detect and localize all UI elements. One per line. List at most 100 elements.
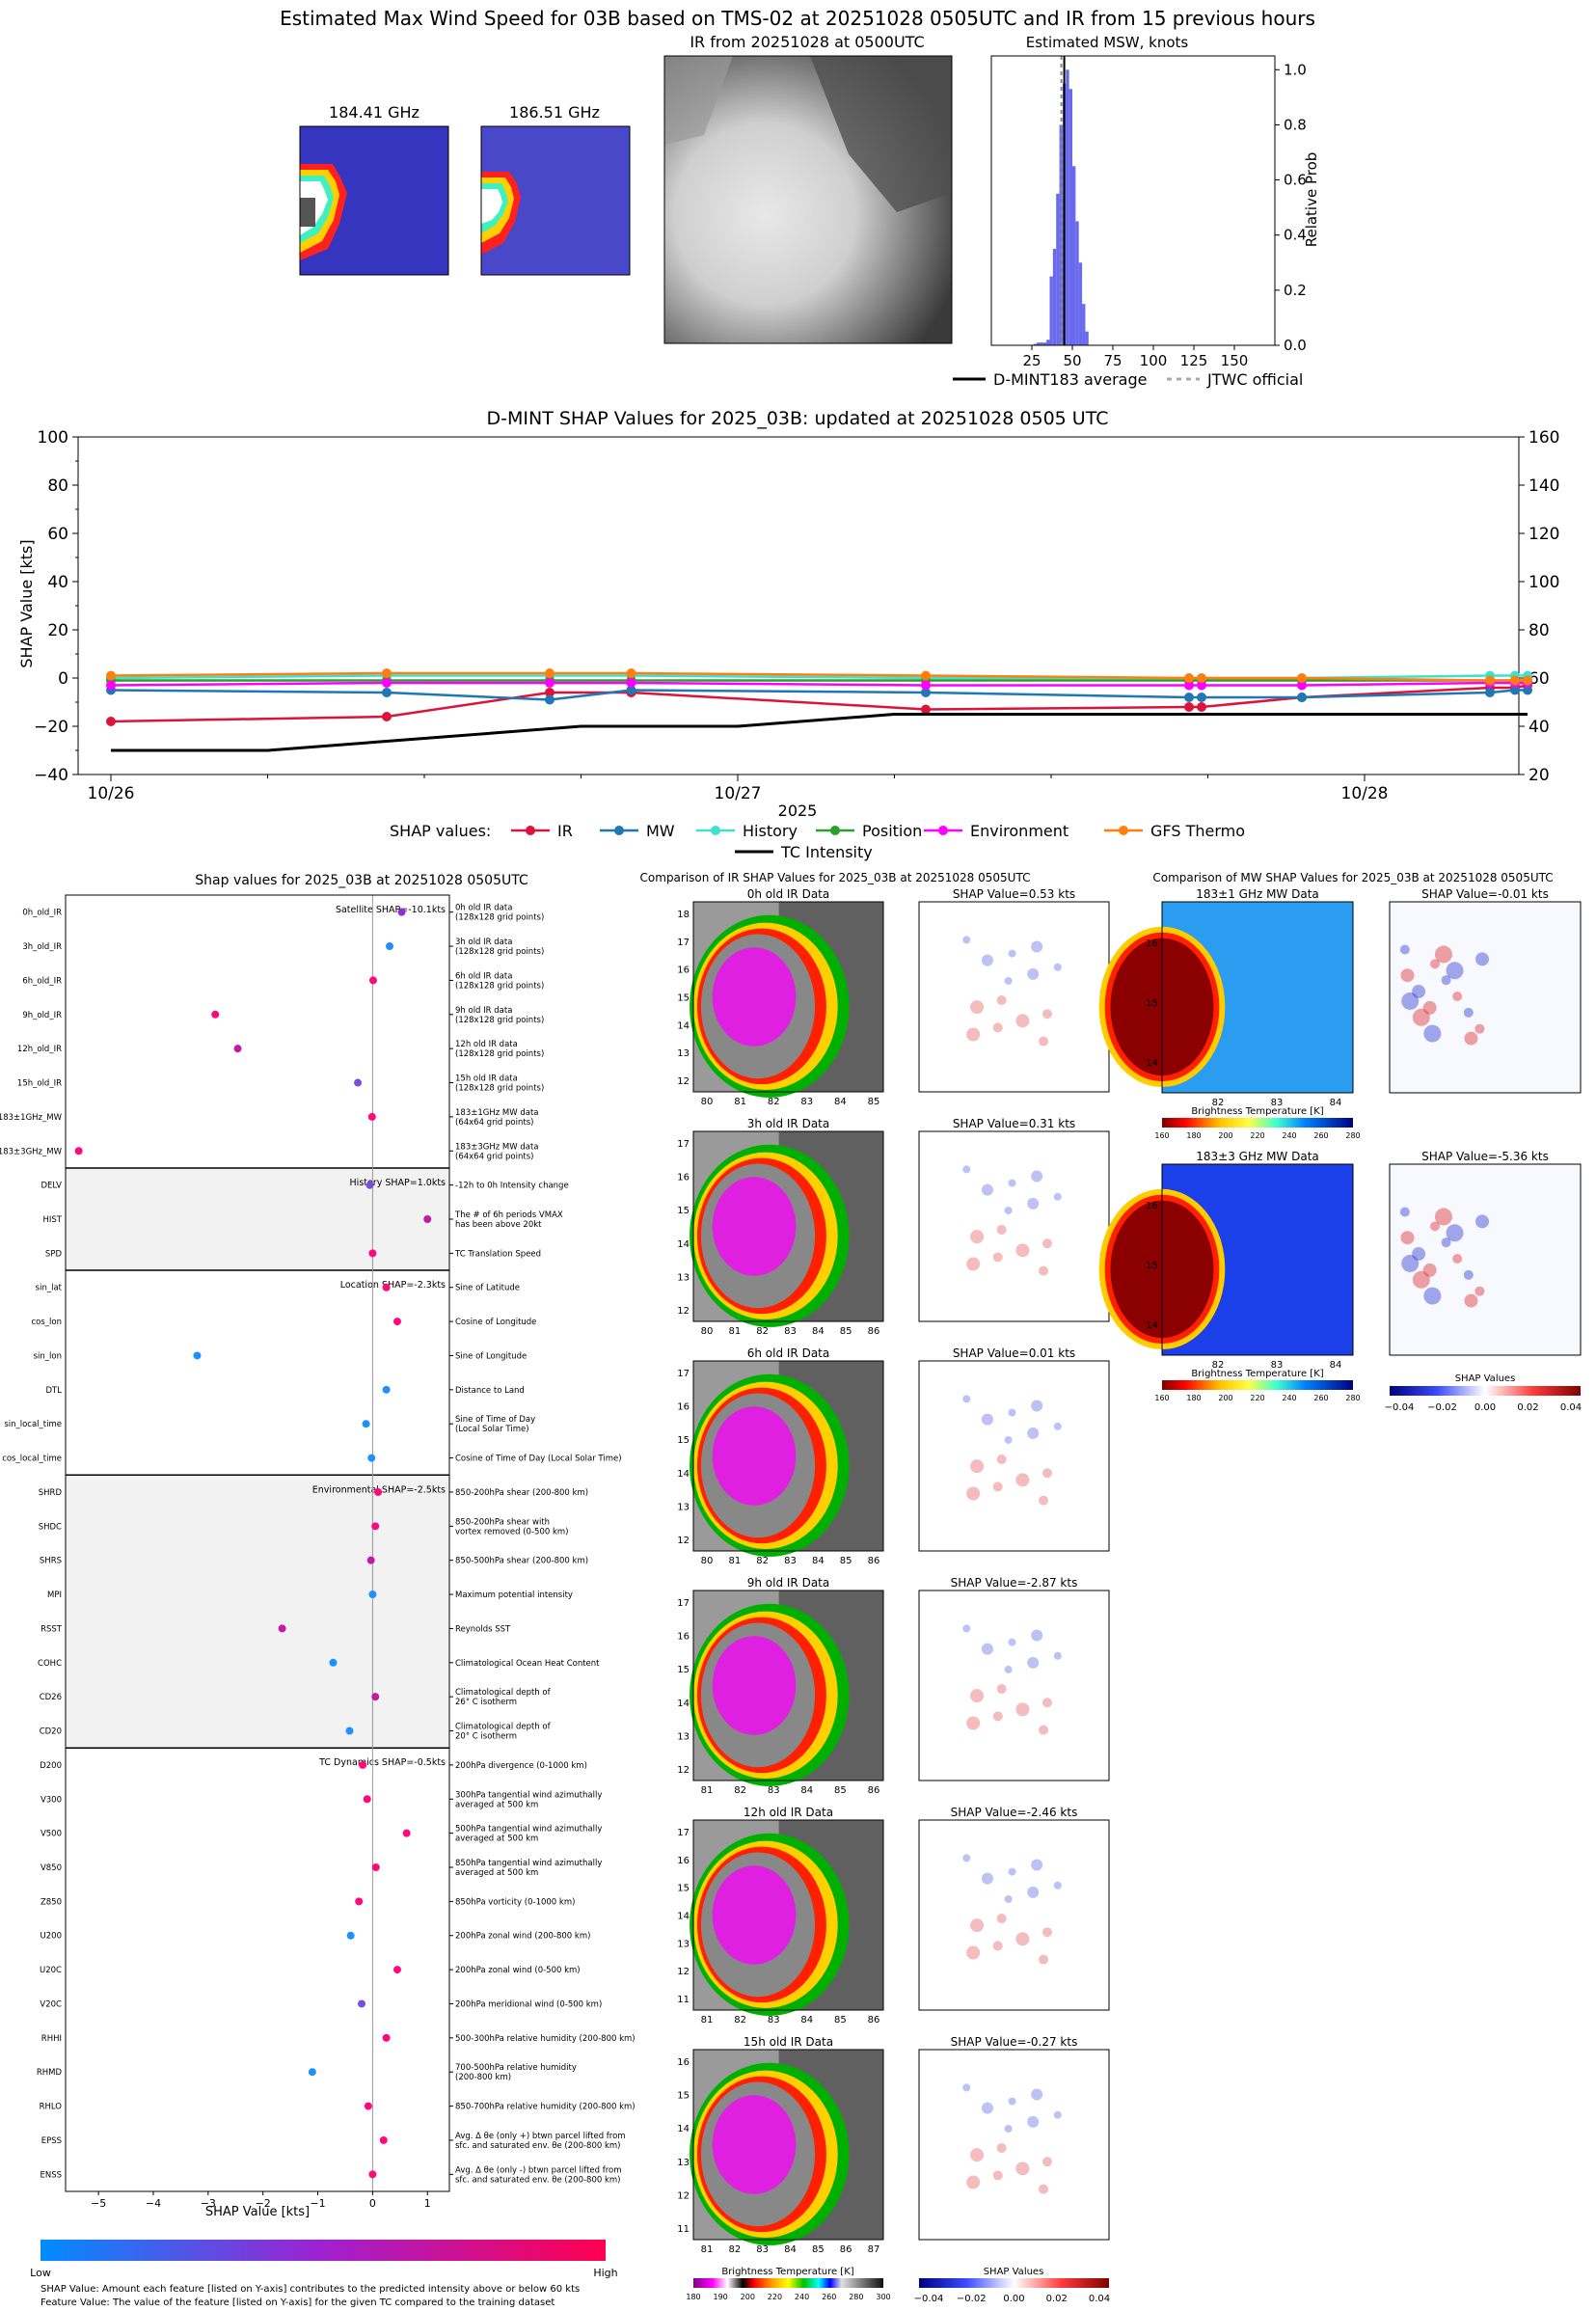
feature-name: V850 [41, 1863, 62, 1873]
ir-shap-blob [981, 1183, 993, 1196]
feature-desc: 200hPa zonal wind (200-800 km) [455, 1932, 590, 1942]
legend-jtwc: JTWC official [1206, 370, 1303, 389]
mw-ytick-label: 15 [1146, 1261, 1158, 1271]
hist-ytick-label: 0.0 [1284, 337, 1307, 354]
hist-bar [1078, 262, 1083, 345]
ir-shap-blob [1041, 1238, 1052, 1249]
hist-xtick-label: 75 [1103, 352, 1122, 369]
ir-shap-blob [996, 1914, 1007, 1924]
hist-bar [1072, 166, 1076, 345]
mw-shap-blob [1464, 1031, 1478, 1046]
ir-xtick-label: 80 [701, 1097, 714, 1107]
ir-xtick-label: 85 [868, 1097, 880, 1107]
ir-xtick-label: 80 [701, 1556, 714, 1566]
ir-ytick-label: 17 [677, 938, 690, 948]
ir-ytick-label: 13 [677, 1939, 690, 1949]
mw-xtick-label: 83 [1271, 1360, 1284, 1371]
ir-shap-blob [966, 2175, 981, 2189]
mw-shap-blob [1463, 1269, 1474, 1280]
feature-desc: The # of 6h periods VMAX [454, 1210, 563, 1220]
feature-desc: 3h old IR data [455, 938, 512, 947]
mw-shap-blob [1430, 959, 1441, 969]
series-point [1197, 673, 1206, 683]
ir-core-magenta [712, 947, 797, 1047]
ir-shap-frame [918, 1360, 1110, 1552]
ir-shap-blob [970, 1000, 985, 1015]
mw-shap-blob [1412, 985, 1426, 999]
feature-name: RHMD [37, 2068, 63, 2078]
ir-shap-title: SHAP Value=0.31 kts [953, 1117, 1075, 1130]
ir-shap-blob [962, 1395, 971, 1403]
feature-dot [74, 1147, 83, 1156]
legend-marker [526, 826, 535, 835]
ir-ytick-label: 14 [677, 1912, 690, 1922]
series-point [921, 680, 931, 691]
series-point [1197, 680, 1206, 691]
ir-shap-blob [996, 1684, 1007, 1695]
ir-shap-blob [1039, 1265, 1049, 1276]
hist-bar [1046, 340, 1050, 345]
mw-shap-blob [1475, 1214, 1490, 1229]
feature-desc: (128x128 grid points) [455, 947, 544, 957]
mw-shap-tick: −0.02 [1427, 1402, 1457, 1413]
feature-xtick-label: −5 [91, 2197, 106, 2210]
mw-shap-frame [1389, 1163, 1582, 1356]
mw-compare-title: Comparison of MW SHAP Values for 2025_03… [1152, 871, 1553, 884]
ir-shap-blob [1041, 1009, 1052, 1020]
group-label: TC Dynamics SHAP=-0.5kts [318, 1757, 446, 1768]
mw-bt-tick: 220 [1250, 1131, 1264, 1140]
ir-shap-blob [981, 1872, 993, 1885]
mw-shap-blob [1446, 1224, 1464, 1242]
ir-shap-blob [1041, 1927, 1052, 1938]
ir-shap-frame [918, 1819, 1110, 2011]
mw1-title: 184.41 GHz [329, 103, 419, 122]
ir-bt-colorbar [693, 2278, 883, 2288]
ir-bt-tick: 280 [849, 2293, 863, 2301]
feature-name: HIST [43, 1215, 63, 1225]
legend-label: MW [646, 822, 675, 840]
ts-ytick-label: 0 [58, 669, 68, 689]
ts-ytick-label: −20 [34, 718, 68, 737]
feature-desc: 300hPa tangential wind azimuthally [455, 1790, 602, 1800]
ir-ytick-label: 14 [677, 1020, 690, 1031]
mw-shap-blob [1441, 975, 1451, 986]
ir-xtick-label: 83 [784, 1326, 797, 1337]
feature-dot [392, 1318, 401, 1326]
ir-ytick-label: 17 [677, 1598, 690, 1609]
ir-ytick-label: 16 [677, 1632, 690, 1643]
feature-desc: 26° C isotherm [455, 1698, 517, 1707]
ir-core-magenta [712, 2095, 797, 2194]
ir-shap-blob [1008, 949, 1016, 958]
mw-shap-blob [1401, 992, 1420, 1010]
legend-marker [1119, 826, 1128, 835]
colorbar-low-label: Low [30, 2267, 51, 2279]
feature-name: 15h_old_IR [17, 1079, 62, 1089]
ir-ytick-label: 12 [677, 1536, 690, 1546]
feature-name: sin_lat [36, 1284, 63, 1293]
feature-name: COHC [38, 1659, 62, 1669]
ir-shap-blob [1008, 1408, 1016, 1417]
ir-shap-blob [1027, 1656, 1040, 1669]
series-point [1485, 688, 1495, 697]
mw-bt-tick: 240 [1282, 1394, 1296, 1402]
feature-desc: Maximum potential intensity [455, 1591, 573, 1600]
feature-desc: vortex removed (0-500 km) [455, 1527, 568, 1536]
series-point [545, 688, 555, 697]
mw2-image [480, 125, 631, 276]
mw-bt-tick: 200 [1218, 1131, 1232, 1140]
ir-shap-blob [1027, 1427, 1040, 1439]
ir-xtick-label: 84 [800, 1785, 813, 1796]
ir-shap-blob [966, 1716, 981, 1730]
ir-shap-frame [918, 1590, 1110, 1781]
series-point [545, 668, 555, 678]
low-high-colorbar [41, 2240, 606, 2261]
ir-xtick-label: 86 [868, 2015, 880, 2026]
ir-ytick-label: 13 [677, 1731, 690, 1742]
feature-desc: 850-200hPa shear (200-800 km) [455, 1488, 588, 1498]
ir-ytick-label: 12 [677, 2190, 690, 2201]
feature-desc: sfc. and saturated env. θe (200-800 km) [455, 2175, 621, 2185]
feature-name: sin_lon [34, 1351, 62, 1361]
feature-name: 12h_old_IR [17, 1045, 62, 1054]
series-point [1523, 675, 1532, 686]
feature-desc: has been above 20kt [455, 1220, 542, 1230]
